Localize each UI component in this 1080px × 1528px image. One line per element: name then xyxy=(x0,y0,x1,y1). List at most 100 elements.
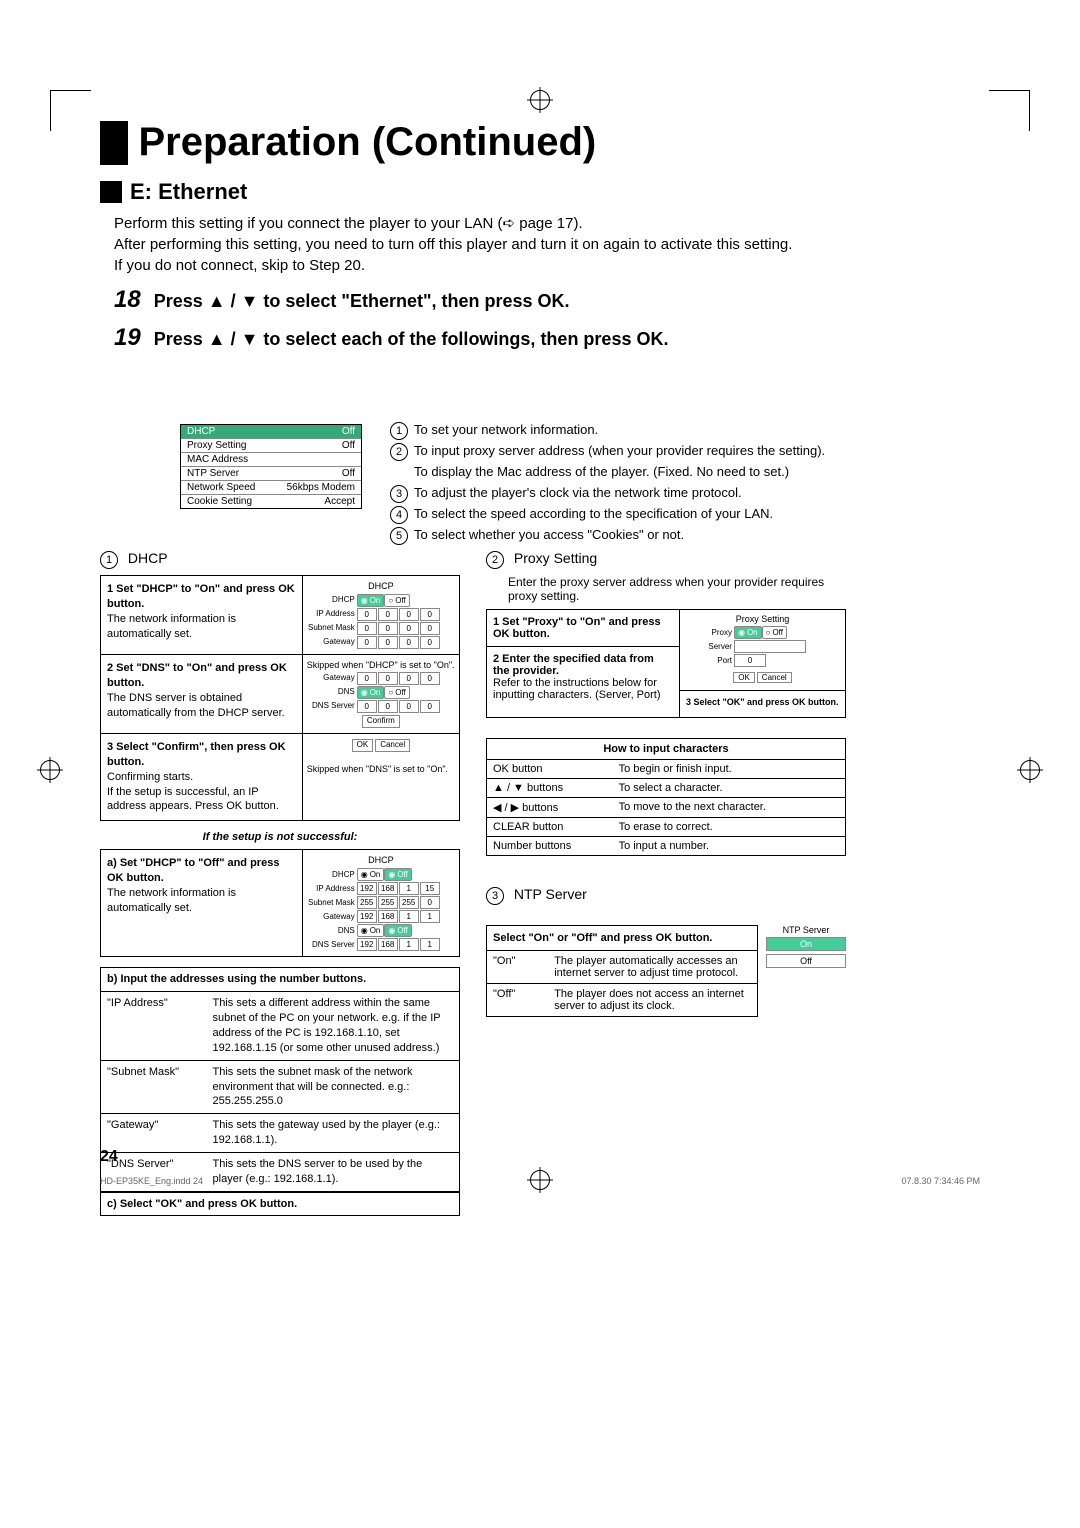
circle-2-icon: 2 xyxy=(486,551,504,569)
manual-page: Preparation (Continued) E: Ethernet Perf… xyxy=(0,0,1080,1226)
off-radio: ○ Off xyxy=(762,626,787,639)
intro-line: Perform this setting if you connect the … xyxy=(114,213,980,234)
crop-mark xyxy=(989,90,1030,131)
ok-button: OK xyxy=(352,739,374,752)
ntp-instruction: Select "On" or "Off" and press OK button… xyxy=(487,926,757,951)
step-19: 19 Press ▲ / ▼ to select each of the fol… xyxy=(114,324,980,352)
section-bullet-icon xyxy=(100,181,122,203)
menu-row-cookie: Cookie SettingAccept xyxy=(181,495,361,508)
footer-left: HD-EP35KE_Eng.indd 24 xyxy=(100,1176,203,1186)
cancel-button: Cancel xyxy=(757,672,792,683)
table-title: How to input characters xyxy=(487,739,845,760)
left-column: 1 DHCP 1 Set "DHCP" to "On" and press OK… xyxy=(100,546,460,1226)
section-title: E: Ethernet xyxy=(130,179,247,205)
alt-box-a: a) Set "DHCP" to "Off" and press OK butt… xyxy=(100,849,460,957)
ntp-box: Select "On" or "Off" and press OK button… xyxy=(486,925,758,1017)
dhcp-panel-3: OKCancel Skipped when "DNS" is set to "O… xyxy=(303,734,459,820)
on-radio: ◉ On xyxy=(734,626,762,639)
table-row: OK buttonTo begin or finish input. xyxy=(487,760,845,779)
register-mark xyxy=(530,90,550,110)
proxy-panel: Proxy Setting Proxy◉ On○ Off Server Port… xyxy=(679,610,845,717)
intro-line: If you do not connect, skip to Step 20. xyxy=(114,255,980,276)
desc-text: To select whether you access "Cookies" o… xyxy=(414,527,684,542)
ntp-on-option: On xyxy=(766,937,846,951)
step-number: 18 xyxy=(114,286,141,313)
table-footer: c) Select "OK" and press OK button. xyxy=(101,1192,459,1216)
circle-3-icon: 3 xyxy=(486,887,504,905)
register-mark xyxy=(530,1170,550,1190)
circle-1-icon: 1 xyxy=(100,551,118,569)
circle-1-icon: 1 xyxy=(390,422,408,440)
alt-panel: DHCP DHCP◉ On◉ Off IP Address192168115 S… xyxy=(303,850,459,956)
step-text: Press ▲ / ▼ to select each of the follow… xyxy=(154,329,669,349)
register-mark xyxy=(1020,760,1040,780)
right-column: 2 Proxy Setting Enter the proxy server a… xyxy=(486,546,846,1226)
desc-text: To display the Mac address of the player… xyxy=(414,464,789,479)
dhcp-step-1: 1 Set "DHCP" to "On" and press OK button… xyxy=(101,576,303,654)
dhcp-step-2: 2 Set "DNS" to "On" and press OK button.… xyxy=(101,655,303,733)
char-input-table: How to input characters OK buttonTo begi… xyxy=(486,738,846,856)
circle-5-icon: 5 xyxy=(390,527,408,545)
off-radio: ○ Off xyxy=(384,594,409,607)
proxy-step-2: 2 Enter the specified data from the prov… xyxy=(487,647,679,707)
register-mark xyxy=(40,760,60,780)
ntp-off-option: Off xyxy=(766,954,846,968)
proxy-step-3: 3 Select "OK" and press OK button. xyxy=(686,697,839,707)
on-radio: ◉ On xyxy=(357,868,385,881)
table-row: ◀ / ▶ buttonsTo move to the next charact… xyxy=(487,798,845,818)
desc-text: To adjust the player's clock via the net… xyxy=(414,485,742,500)
step-18: 18 Press ▲ / ▼ to select "Ethernet", the… xyxy=(114,286,980,314)
circle-4-icon: 4 xyxy=(390,506,408,524)
off-radio: ◉ Off xyxy=(384,868,412,881)
table-row: ▲ / ▼ buttonsTo select a character. xyxy=(487,779,845,798)
unsuccessful-note: If the setup is not successful: xyxy=(100,831,460,843)
desc-text: To select the speed according to the spe… xyxy=(414,506,773,521)
ntp-side-panel: NTP Server On Off xyxy=(766,925,846,1017)
ok-button: OK xyxy=(733,672,755,683)
page-title: Preparation (Continued) xyxy=(138,120,596,165)
menu-row-mac: MAC Address xyxy=(181,453,361,467)
off-radio: ○ Off xyxy=(384,686,409,699)
menu-row-speed: Network Speed56kbps Modem xyxy=(181,481,361,495)
page-number: 24 xyxy=(100,1148,118,1166)
alt-step-a: a) Set "DHCP" to "Off" and press OK butt… xyxy=(101,850,303,956)
table-row: "On"The player automatically accesses an… xyxy=(487,951,757,984)
confirm-button: Confirm xyxy=(362,715,400,728)
columns: 1 DHCP 1 Set "DHCP" to "On" and press OK… xyxy=(100,546,980,1226)
intro-line: After performing this setting, you need … xyxy=(114,234,980,255)
menu-row-proxy: Proxy SettingOff xyxy=(181,439,361,453)
intro-text: Perform this setting if you connect the … xyxy=(114,213,980,276)
off-radio: ◉ Off xyxy=(384,924,412,937)
ntp-heading: 3 NTP Server xyxy=(486,886,846,905)
desc-text: To set your network information. xyxy=(414,422,598,437)
dhcp-steps-box: 1 Set "DHCP" to "On" and press OK button… xyxy=(100,575,460,821)
circle-3-icon: 3 xyxy=(390,485,408,503)
crop-mark xyxy=(50,90,91,131)
proxy-heading: 2 Proxy Setting xyxy=(486,550,846,569)
step-text: Press ▲ / ▼ to select "Ethernet", then p… xyxy=(154,291,570,311)
dhcp-panel-1: DHCP DHCP◉ On○ Off IP Address0000 Subnet… xyxy=(303,576,459,654)
step-number: 19 xyxy=(114,324,141,351)
desc-text: To input proxy server address (when your… xyxy=(414,443,825,458)
table-header: b) Input the addresses using the number … xyxy=(101,968,459,992)
dhcp-heading: 1 DHCP xyxy=(100,550,460,569)
table-row: "Off"The player does not access an inter… xyxy=(487,984,757,1016)
on-radio: ◉ On xyxy=(357,924,385,937)
table-row: CLEAR buttonTo erase to correct. xyxy=(487,818,845,837)
cancel-button: Cancel xyxy=(375,739,410,752)
section-header: E: Ethernet xyxy=(100,179,980,205)
table-row: Number buttonsTo input a number. xyxy=(487,837,845,855)
dhcp-step-3: 3 Select "Confirm", then press OK button… xyxy=(101,734,303,820)
title-bar-icon xyxy=(100,121,128,165)
footer-right: 07.8.30 7:34:46 PM xyxy=(901,1176,980,1186)
page-header: Preparation (Continued) xyxy=(100,120,980,165)
circle-2-icon: 2 xyxy=(390,443,408,461)
proxy-intro: Enter the proxy server address when your… xyxy=(508,575,846,603)
on-radio: ◉ On xyxy=(357,594,385,607)
menu-row-ntp: NTP ServerOff xyxy=(181,467,361,481)
menu-row-dhcp: DHCPOff xyxy=(181,425,361,439)
table-row: "IP Address"This sets a different addres… xyxy=(101,992,459,1060)
ethernet-menu: DHCPOff Proxy SettingOff MAC Address NTP… xyxy=(180,424,362,509)
on-radio: ◉ On xyxy=(357,686,385,699)
proxy-step-1: 1 Set "Proxy" to "On" and press OK butto… xyxy=(487,610,679,647)
